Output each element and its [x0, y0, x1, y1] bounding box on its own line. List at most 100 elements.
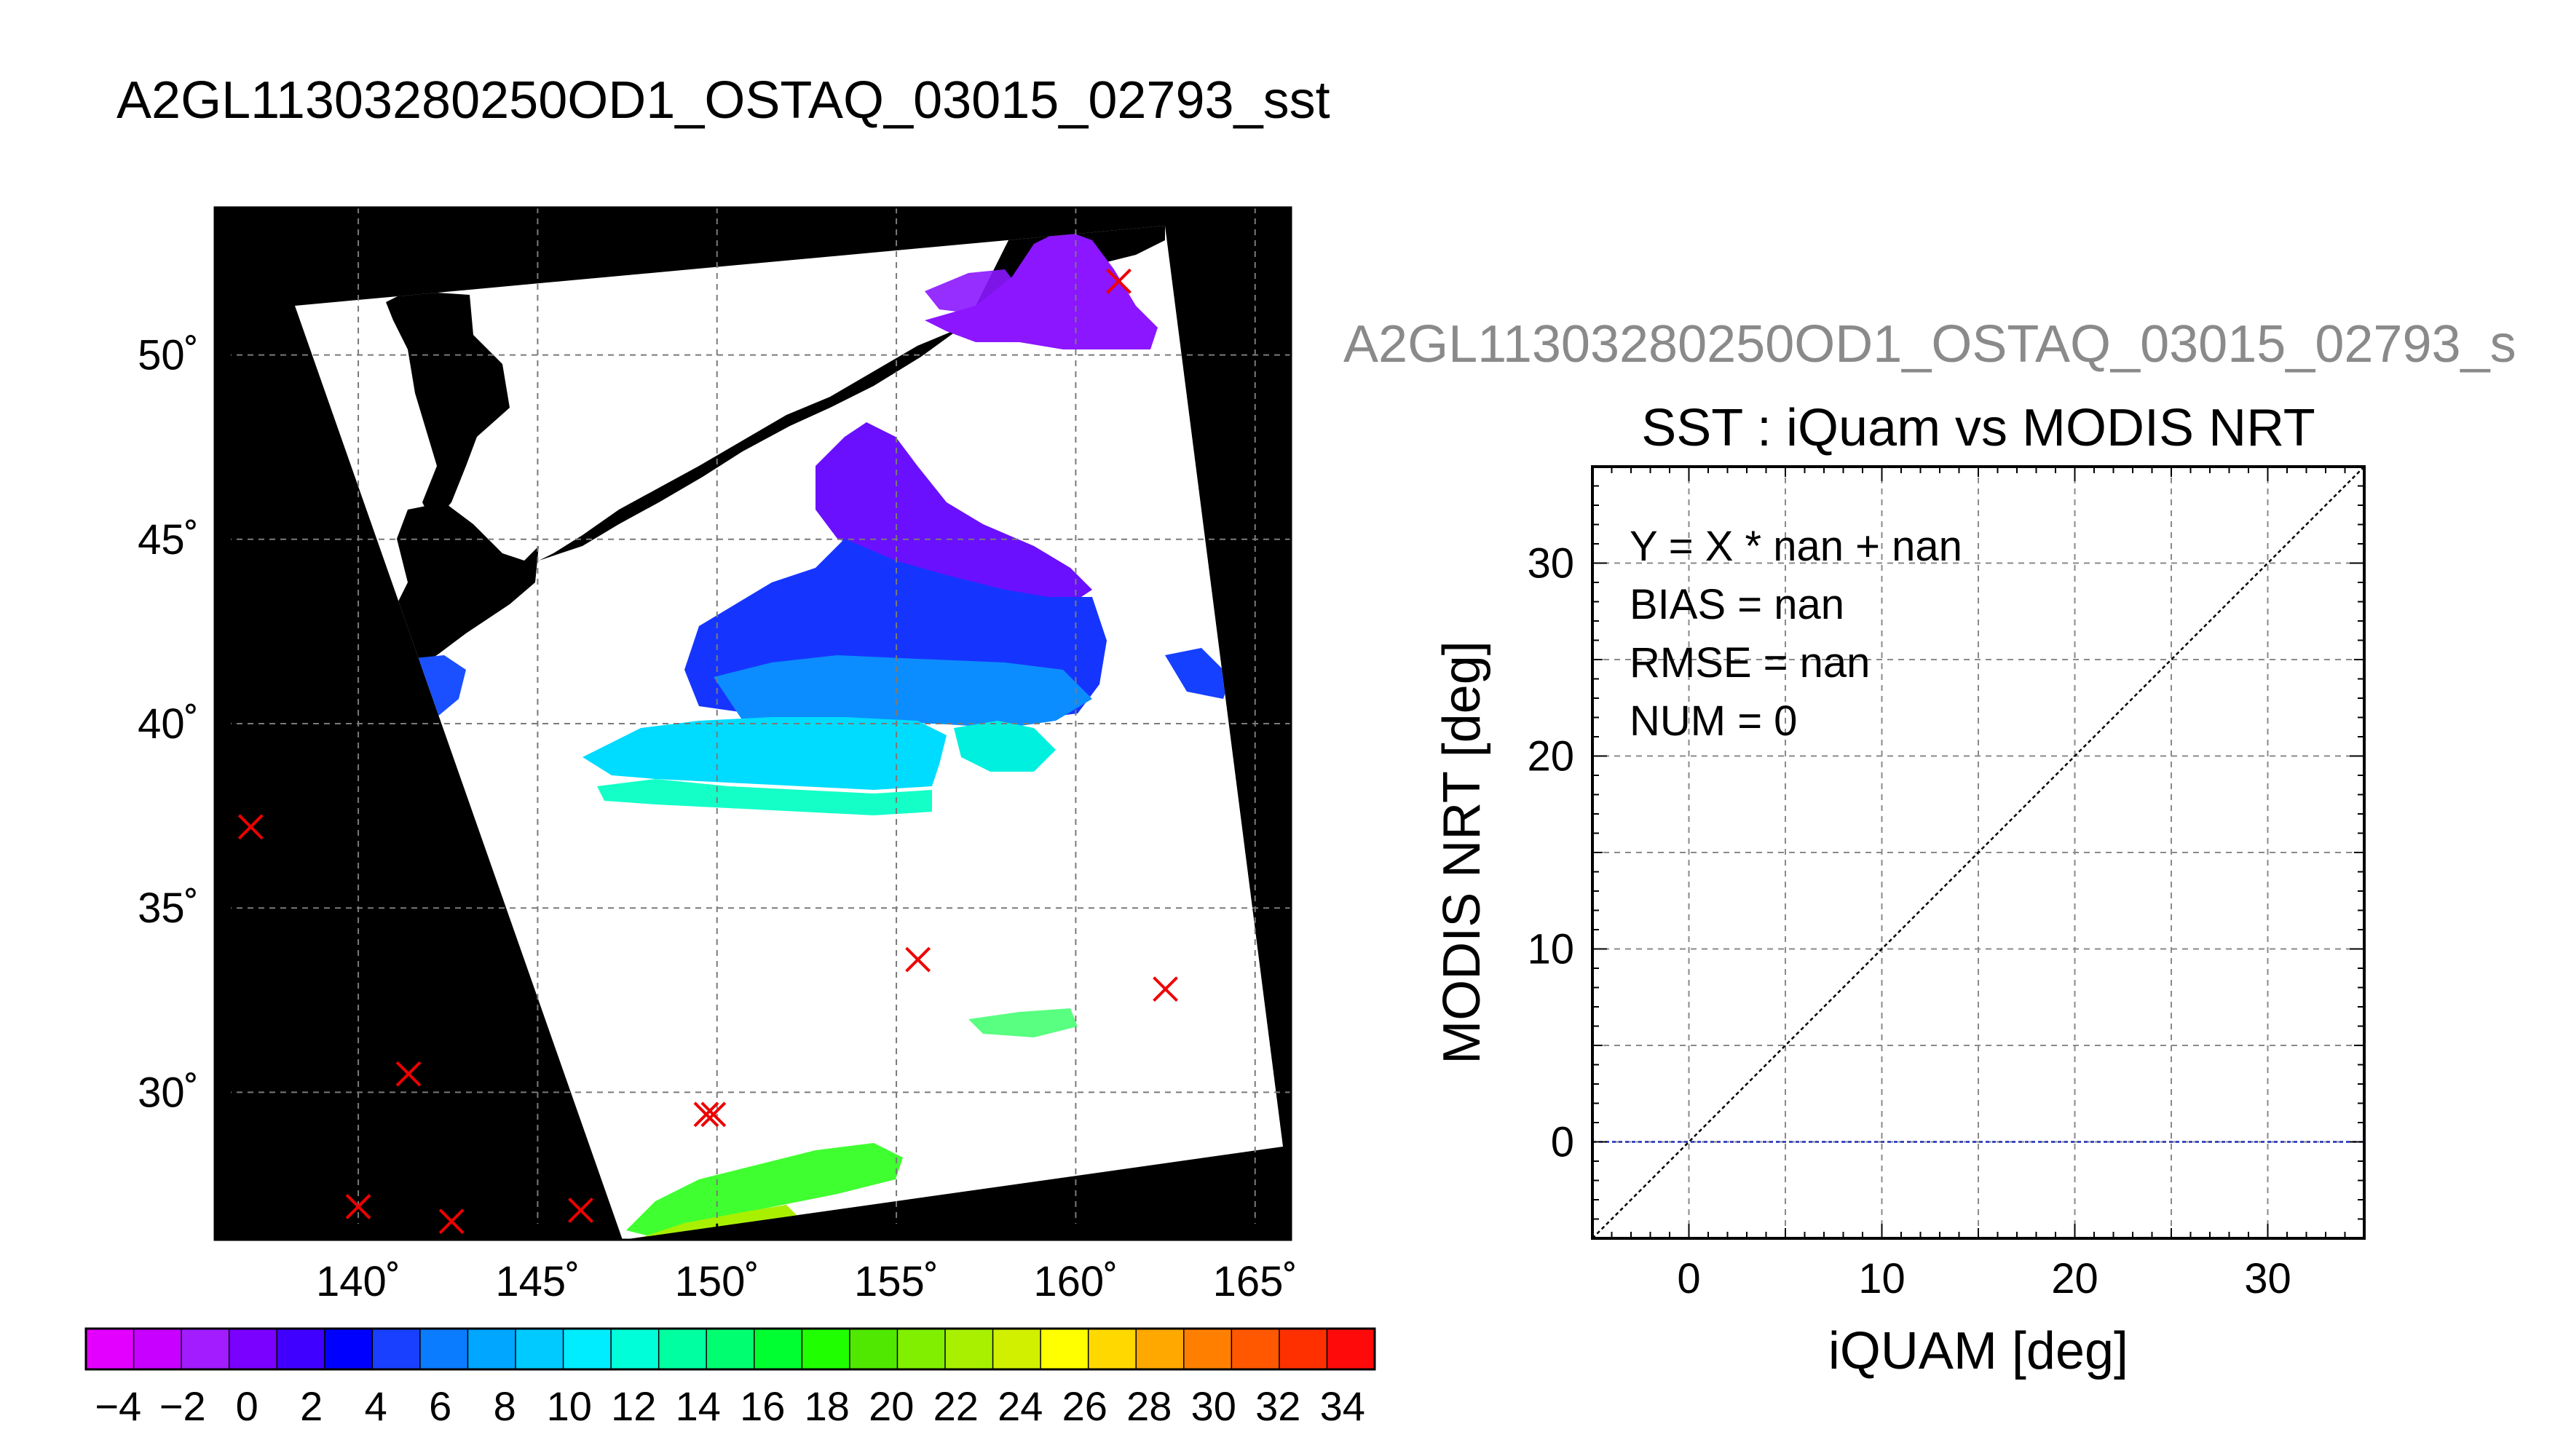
- colorbar-cell: [754, 1329, 802, 1369]
- colorbar-label: −4: [95, 1383, 141, 1429]
- lat-label: 30˚: [138, 1069, 199, 1116]
- colorbar-cell: [467, 1329, 516, 1369]
- colorbar-cell: [611, 1329, 660, 1369]
- matchup-marker: [568, 1198, 593, 1223]
- x-tick-label: 0: [1677, 1255, 1700, 1302]
- land-sakhalin: [386, 291, 510, 524]
- map-graticule: [215, 207, 1291, 1240]
- colorbar-frame: [84, 1327, 1376, 1371]
- matchup-marker: [905, 946, 931, 973]
- y-tick-label: 10: [1527, 926, 1574, 973]
- colorbar-label: 18: [805, 1383, 850, 1429]
- sst-patch-aqua: [597, 779, 932, 815]
- lat-label: 50˚: [138, 332, 199, 379]
- stat-bias: BIAS = nan: [1630, 581, 1844, 628]
- matchup-marker: [438, 1208, 465, 1235]
- x-tick-label: 20: [2051, 1255, 2098, 1302]
- scatter-x-tick-labels: 0 10 20 30: [1677, 1255, 2291, 1302]
- matchup-marker: [1153, 976, 1178, 1002]
- sst-patch-lightblue: [714, 655, 1092, 728]
- colorbar-cell: [1088, 1329, 1137, 1369]
- colorbar-cell: [1327, 1329, 1375, 1369]
- colorbar-labels: −4 −2 0 2 4 6 8 10 12 14 16 18 20 22 24 26 28 30 32 34: [95, 1383, 1365, 1429]
- colorbar-cells: [86, 1329, 1375, 1369]
- colorbar-cell: [277, 1329, 325, 1369]
- colorbar-cell: [992, 1329, 1041, 1369]
- colorbar-cell: [897, 1329, 946, 1369]
- colorbar-cell: [1040, 1329, 1089, 1369]
- lat-label: 40˚: [138, 700, 199, 748]
- colorbar-label: 34: [1320, 1383, 1365, 1429]
- colorbar-cell: [658, 1329, 707, 1369]
- colorbar-label: 12: [611, 1383, 656, 1429]
- y-tick-label: 0: [1551, 1119, 1574, 1166]
- scatter-x-axis-label: iQUAM [deg]: [1828, 1322, 2128, 1380]
- colorbar-cell: [849, 1329, 898, 1369]
- lat-label: 45˚: [138, 516, 199, 563]
- lon-label: 150˚: [675, 1258, 759, 1305]
- scatter-y-tick-labels: 0 10 20 30: [1527, 540, 1574, 1166]
- scatter-lines: [1592, 466, 2365, 1239]
- y-tick-label: 20: [1527, 733, 1574, 780]
- land-kuril-islands: [539, 328, 961, 561]
- scatter-y-axis-label: MODIS NRT [deg]: [1433, 641, 1491, 1064]
- colorbar-label: 20: [869, 1383, 914, 1429]
- colorbar-label: 0: [236, 1383, 258, 1429]
- x-tick-label: 10: [1858, 1255, 1906, 1302]
- lon-label: 160˚: [1033, 1258, 1118, 1305]
- lon-label: 145˚: [495, 1258, 580, 1305]
- x-tick-label: 30: [2244, 1255, 2291, 1302]
- sst-patch-purple-northeast: [925, 229, 1158, 349]
- colorbar-label: 10: [547, 1383, 592, 1429]
- scatter-stats: Y = X * nan + nan BIAS = nan RMSE = nan …: [1630, 523, 1962, 745]
- colorbar-cell: [86, 1329, 135, 1369]
- colorbar-cell: [706, 1329, 755, 1369]
- lon-label: 140˚: [316, 1258, 400, 1305]
- sst-patch-green-east: [968, 1008, 1078, 1037]
- colorbar-label: 2: [300, 1383, 323, 1429]
- map-longitude-labels: 140˚ 145˚ 150˚ 155˚ 160˚ 165˚: [316, 1224, 1298, 1305]
- stat-rmse: RMSE = nan: [1630, 639, 1870, 687]
- scatter-ticks: [1592, 467, 2364, 1238]
- colorbar-label: 4: [365, 1383, 387, 1429]
- colorbar-cell: [133, 1329, 182, 1369]
- matchup-marker: [395, 1061, 422, 1087]
- colorbar-cell: [372, 1329, 421, 1369]
- matchup-marker: [237, 814, 264, 840]
- colorbar-label: 16: [740, 1383, 785, 1429]
- matchup-marker: [693, 1101, 719, 1128]
- colorbar-label: 24: [998, 1383, 1043, 1429]
- sst-patch-cyan: [583, 717, 947, 790]
- colorbar-label: 30: [1191, 1383, 1236, 1429]
- matchup-markers: [237, 268, 1178, 1235]
- lon-label: 155˚: [854, 1258, 939, 1305]
- colorbar-label: 14: [676, 1383, 721, 1429]
- colorbar-cell: [563, 1329, 612, 1369]
- colorbar-label: 8: [494, 1383, 516, 1429]
- one-to-one-line: [1592, 466, 2365, 1239]
- colorbar-cell: [229, 1329, 277, 1369]
- scatter-panel: A2GL11303280250OD1_OSTAQ_03015_02793_s S…: [1343, 315, 2516, 1380]
- matchup-marker: [345, 1194, 371, 1219]
- lat-label: 35˚: [138, 885, 199, 932]
- colorbar-cell: [324, 1329, 373, 1369]
- colorbar-label: 26: [1062, 1383, 1107, 1429]
- sst-patch-blue-east: [1165, 648, 1231, 699]
- colorbar-cell: [802, 1329, 850, 1369]
- sst-patch-green-south: [626, 1143, 903, 1238]
- matchup-marker: [1106, 268, 1132, 294]
- colorbar-label: −2: [159, 1383, 206, 1429]
- land-hokkaido: [368, 502, 539, 670]
- sst-colorbar: −4 −2 0 2 4 6 8 10 12 14 16 18 20 22 24 26 28 30 32 34: [84, 1327, 1376, 1429]
- map-latitude-labels: 50˚ 45˚ 40˚ 35˚ 30˚: [138, 332, 231, 1116]
- colorbar-label: 32: [1255, 1383, 1300, 1429]
- main-title: A2GL11303280250OD1_OSTAQ_03015_02793_sst: [117, 71, 1330, 130]
- colorbar-cell: [1231, 1329, 1280, 1369]
- colorbar-label: 6: [429, 1383, 451, 1429]
- lon-label: 165˚: [1213, 1258, 1298, 1305]
- colorbar-cell: [419, 1329, 468, 1369]
- colorbar-cell: [181, 1329, 230, 1369]
- scatter-suptitle: A2GL11303280250OD1_OSTAQ_03015_02793_s: [1343, 315, 2516, 373]
- sst-map: 50˚ 45˚ 40˚ 35˚ 30˚ 140˚ 145˚ 150˚ 155˚ 160˚ 165˚: [138, 206, 1298, 1305]
